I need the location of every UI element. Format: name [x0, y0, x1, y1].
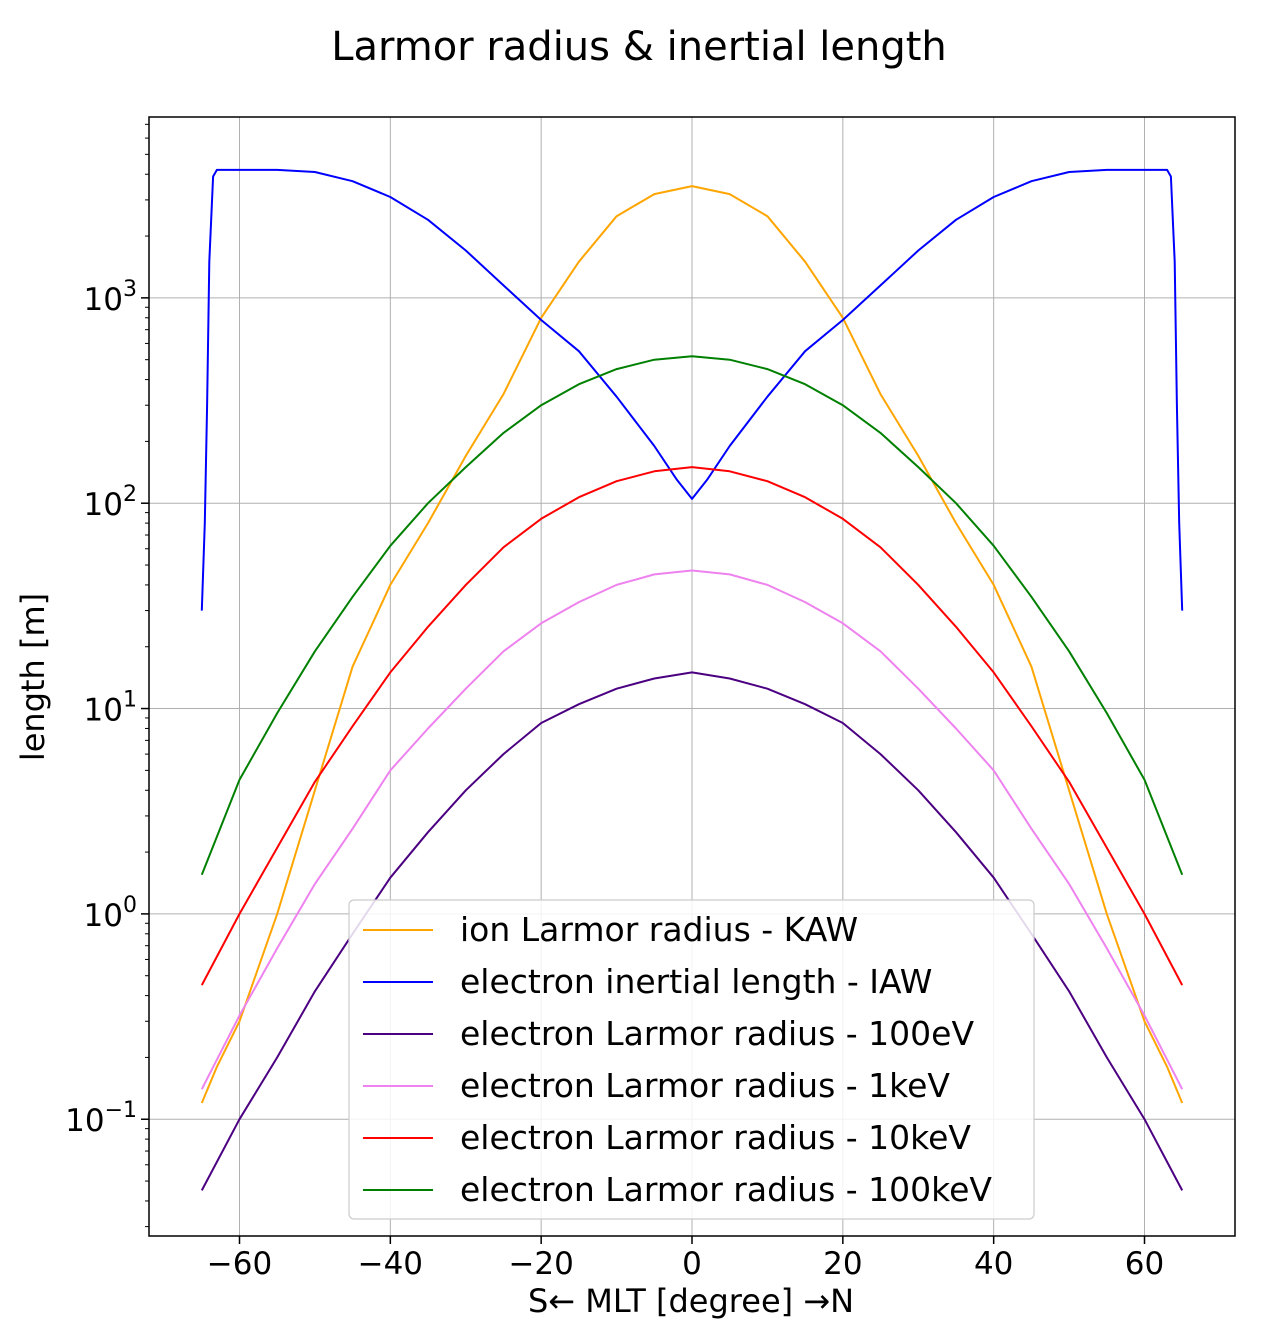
x-tick-label: −20: [508, 1246, 573, 1282]
legend: ion Larmor radius - KAW electron inertial…: [348, 899, 1035, 1220]
y-tick-label: 103: [84, 277, 137, 318]
y-tick-exponent: 3: [123, 277, 137, 302]
x-tick-label: 40: [974, 1246, 1013, 1282]
y-axis-label: length [m]: [14, 593, 52, 761]
series-line: [200, 355, 1184, 876]
legend-label: ion Larmor radius - KAW: [460, 910, 858, 949]
series-line: [200, 466, 1184, 986]
series-line: [200, 168, 1184, 611]
x-tick-label: −60: [207, 1246, 272, 1282]
series-line: [200, 185, 1184, 1104]
y-tick-exponent: 1: [123, 688, 137, 713]
x-axis-label: S← MLT [degree] →N: [528, 1282, 854, 1320]
y-tick-label: 102: [84, 482, 137, 523]
y-tick-base: 10: [84, 693, 123, 729]
y-tick-exponent: −1: [105, 1098, 137, 1123]
legend-label: electron Larmor radius - 1keV: [460, 1066, 950, 1105]
series-line: [200, 569, 1184, 1090]
y-tick-base: 10: [84, 487, 123, 523]
x-tick-label: 60: [1125, 1246, 1164, 1282]
y-tick-label: 101: [84, 688, 137, 729]
y-tick-base: 10: [65, 1103, 104, 1139]
legend-label: electron inertial length - IAW: [460, 962, 932, 1001]
legend-label: electron Larmor radius - 100eV: [460, 1014, 974, 1053]
y-tick-exponent: 2: [123, 482, 137, 507]
y-tick-exponent: 0: [123, 893, 137, 918]
x-tick-label: 0: [682, 1246, 702, 1282]
y-tick-base: 10: [84, 898, 123, 934]
chart-title: Larmor radius & inertial length: [331, 24, 947, 70]
y-tick-label: 100: [84, 893, 137, 934]
legend-label: electron Larmor radius - 100keV: [460, 1170, 992, 1209]
legend-box: [348, 899, 1035, 1220]
y-tick-base: 10: [84, 282, 123, 318]
x-tick-label: 20: [823, 1246, 862, 1282]
legend-label: electron Larmor radius - 10keV: [460, 1118, 971, 1157]
x-tick-label: −40: [358, 1246, 423, 1282]
y-tick-label: 10−1: [65, 1098, 137, 1139]
